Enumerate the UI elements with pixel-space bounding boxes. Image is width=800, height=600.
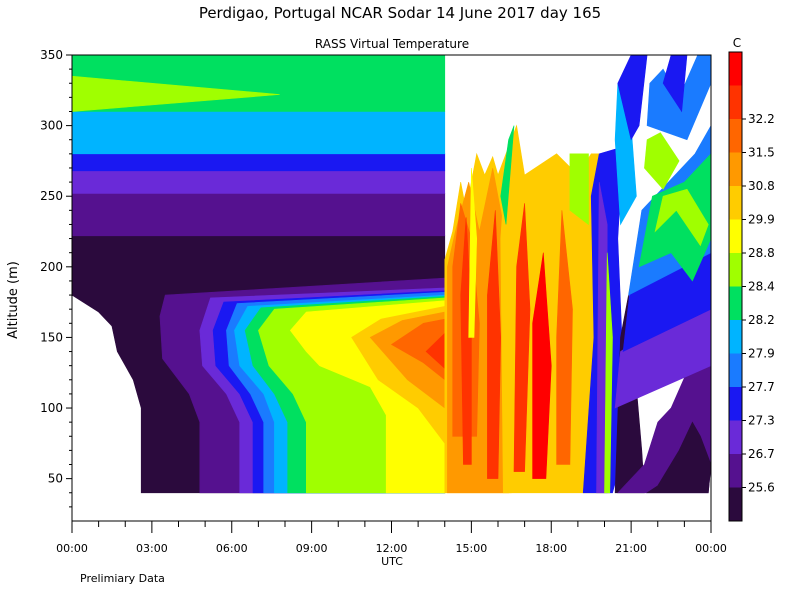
colorbar-label: 25.6 bbox=[748, 481, 775, 495]
contour-region-32 bbox=[596, 182, 608, 494]
contour-region-25 bbox=[532, 252, 552, 479]
y-axis-label: Altitude (m) bbox=[6, 261, 21, 339]
colorbar-label: 27.3 bbox=[748, 414, 775, 428]
colorbar-swatch bbox=[729, 85, 742, 119]
y-tick-label: 200 bbox=[40, 260, 63, 274]
x-tick-label: 12:00 bbox=[376, 542, 408, 555]
colorbar-swatch bbox=[729, 487, 742, 521]
y-tick-label: 50 bbox=[48, 472, 63, 486]
contour-region-14 bbox=[71, 170, 446, 194]
contour-region-36 bbox=[646, 421, 712, 494]
chart-title: Perdigao, Portugal NCAR Sodar 14 June 20… bbox=[199, 4, 601, 22]
contour-region-24 bbox=[513, 203, 531, 472]
chart-subtitle: RASS Virtual Temperature bbox=[315, 37, 469, 51]
contour-region-26 bbox=[556, 210, 573, 465]
colorbar-label: 29.9 bbox=[748, 213, 775, 227]
y-tick-label: 350 bbox=[40, 48, 63, 62]
colorbar-swatch bbox=[729, 186, 742, 220]
colorbar-label: 26.7 bbox=[748, 447, 775, 461]
contour-region-28 bbox=[468, 167, 478, 338]
colorbar-label: 28.4 bbox=[748, 280, 775, 294]
colorbar-swatch bbox=[729, 320, 742, 354]
colorbar-label: 27.9 bbox=[748, 347, 775, 361]
x-tick-label: 03:00 bbox=[136, 542, 168, 555]
contour-region-30 bbox=[569, 153, 589, 226]
plot-area bbox=[71, 54, 712, 522]
contour-region-15 bbox=[71, 153, 446, 172]
colorbar-swatch bbox=[729, 119, 742, 153]
contour-region-41 bbox=[654, 188, 709, 247]
temperature-contours bbox=[71, 54, 712, 494]
x-tick-label: 15:00 bbox=[456, 542, 488, 555]
colorbar-swatch bbox=[729, 454, 742, 488]
x-tick-label: 21:00 bbox=[615, 542, 647, 555]
contour-region-27 bbox=[500, 160, 515, 494]
colorbar-swatch bbox=[729, 52, 742, 86]
x-axis: 00:00 03:00 06:00 09:00 12:00 15:00 18:00 21:00… bbox=[56, 521, 727, 555]
colorbar-label: 30.8 bbox=[748, 179, 775, 193]
colorbar: 25.6 26.7 27.3 27.7 27.9 28.2 28.4 28.8 29.9 30.8… bbox=[728, 36, 775, 522]
x-axis-label: UTC bbox=[381, 555, 403, 568]
colorbar-label: 31.5 bbox=[748, 146, 775, 160]
colorbar-swatch bbox=[729, 152, 742, 186]
contour-region-42 bbox=[644, 132, 680, 190]
contour-region-33 bbox=[604, 252, 613, 494]
colorbar-swatch bbox=[729, 286, 742, 320]
colorbar-swatches: 25.6 26.7 27.3 27.7 27.9 28.2 28.4 28.8 29.9 30.8… bbox=[728, 51, 775, 522]
x-tick-label: 09:00 bbox=[296, 542, 328, 555]
colorbar-label: 32.2 bbox=[748, 112, 775, 126]
colorbar-swatch bbox=[729, 353, 742, 387]
colorbar-swatch bbox=[729, 219, 742, 253]
preliminary-note: Prelimiary Data bbox=[80, 572, 165, 585]
colorbar-label: 27.7 bbox=[748, 380, 775, 394]
contour-region-16 bbox=[71, 111, 446, 155]
y-axis: 50 100 150 200 250 300 350 bbox=[40, 48, 72, 508]
contour-region-23 bbox=[487, 210, 502, 479]
x-tick-label: 00:00 bbox=[56, 542, 88, 555]
x-tick-label: 18:00 bbox=[535, 542, 567, 555]
y-tick-label: 300 bbox=[40, 119, 63, 133]
colorbar-unit: C bbox=[733, 36, 741, 50]
y-tick-label: 250 bbox=[40, 189, 63, 203]
colorbar-swatch bbox=[729, 420, 742, 454]
contour-region-29 bbox=[500, 125, 515, 225]
contour-region-22 bbox=[460, 217, 472, 465]
x-tick-label: 00:00 bbox=[695, 542, 727, 555]
colorbar-label: 28.8 bbox=[748, 246, 775, 260]
colorbar-swatch bbox=[729, 253, 742, 287]
x-tick-label: 06:00 bbox=[216, 542, 248, 555]
colorbar-label: 28.2 bbox=[748, 313, 775, 327]
y-tick-label: 150 bbox=[40, 330, 63, 344]
contour-region-13 bbox=[71, 193, 446, 237]
y-tick-label: 100 bbox=[40, 401, 63, 415]
contour-region-45 bbox=[617, 54, 648, 141]
colorbar-swatch bbox=[729, 387, 742, 421]
